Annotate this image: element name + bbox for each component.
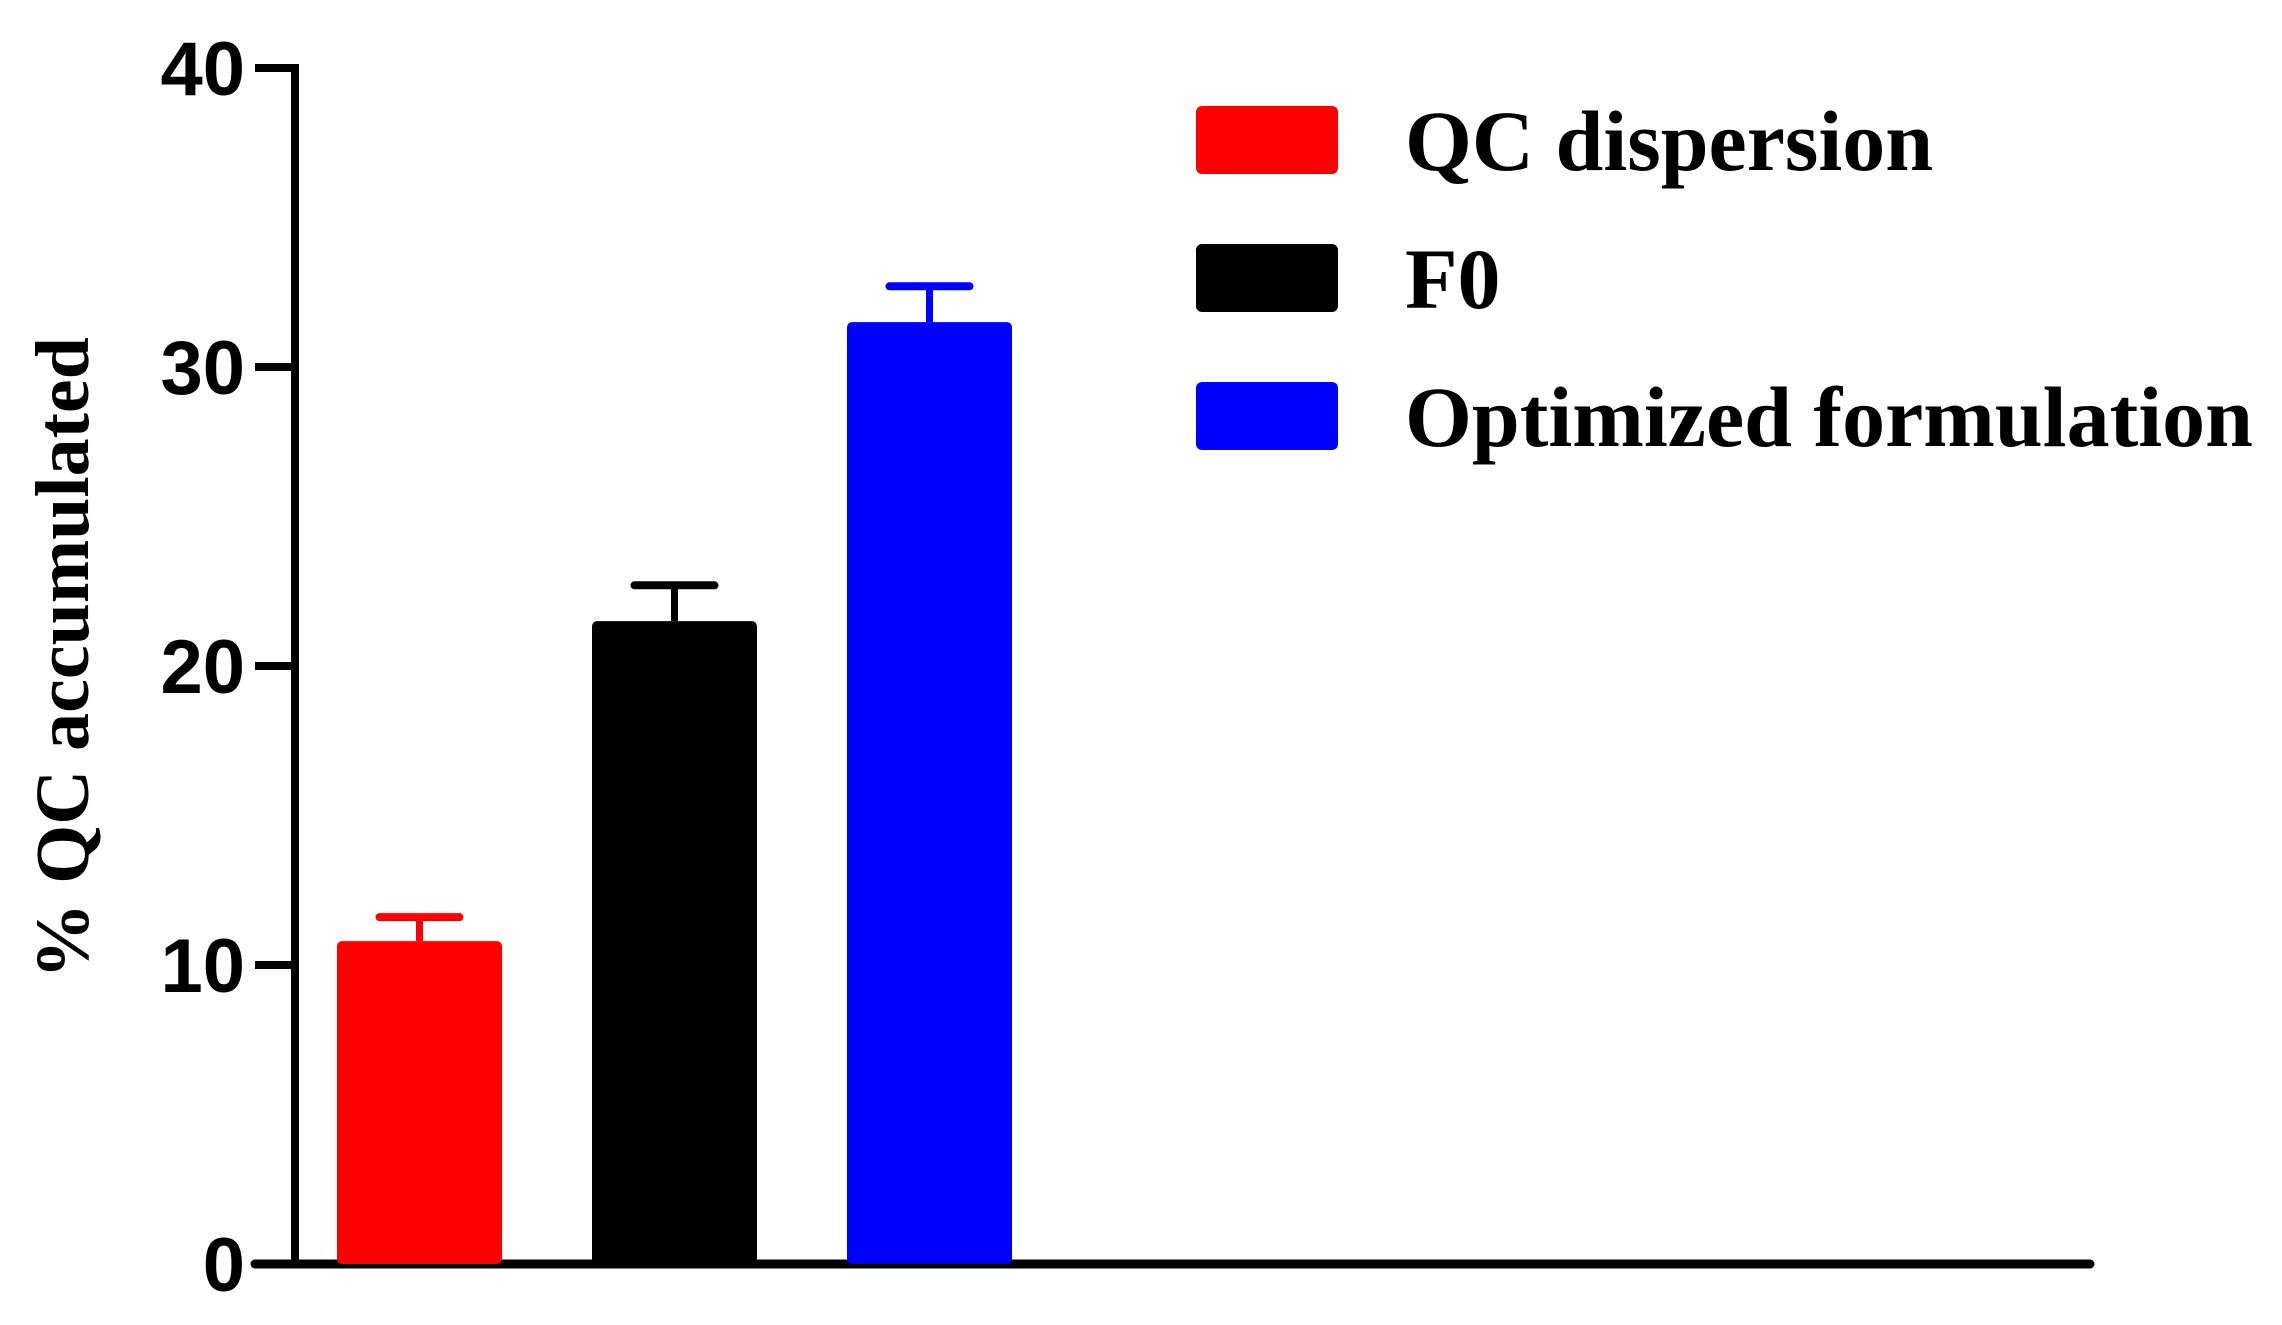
y-tick-label-20: 20	[160, 625, 245, 710]
y-tick-label-30: 30	[160, 326, 245, 411]
bar-3	[847, 322, 1012, 1264]
legend-swatch-1	[1196, 106, 1338, 174]
error-bars	[375, 282, 974, 942]
bars	[337, 322, 1012, 1264]
legend: QC dispersion F0 Optimized formulation	[1196, 93, 2253, 465]
y-tick-label-0: 0	[203, 1223, 245, 1308]
y-ticks: 0 10 20 30 40	[160, 27, 295, 1308]
legend-swatch-2	[1196, 244, 1338, 312]
legend-swatch-3	[1196, 382, 1338, 450]
y-tick-label-10: 10	[160, 924, 245, 1009]
bar-2	[592, 621, 757, 1264]
bar-1	[337, 941, 502, 1264]
legend-label-2: F0	[1405, 231, 1501, 327]
legend-label-3: Optimized formulation	[1405, 369, 2253, 465]
y-axis-label: % QC accumulated	[21, 337, 105, 979]
legend-label-1: QC dispersion	[1405, 93, 1933, 189]
y-tick-label-40: 40	[160, 27, 245, 112]
